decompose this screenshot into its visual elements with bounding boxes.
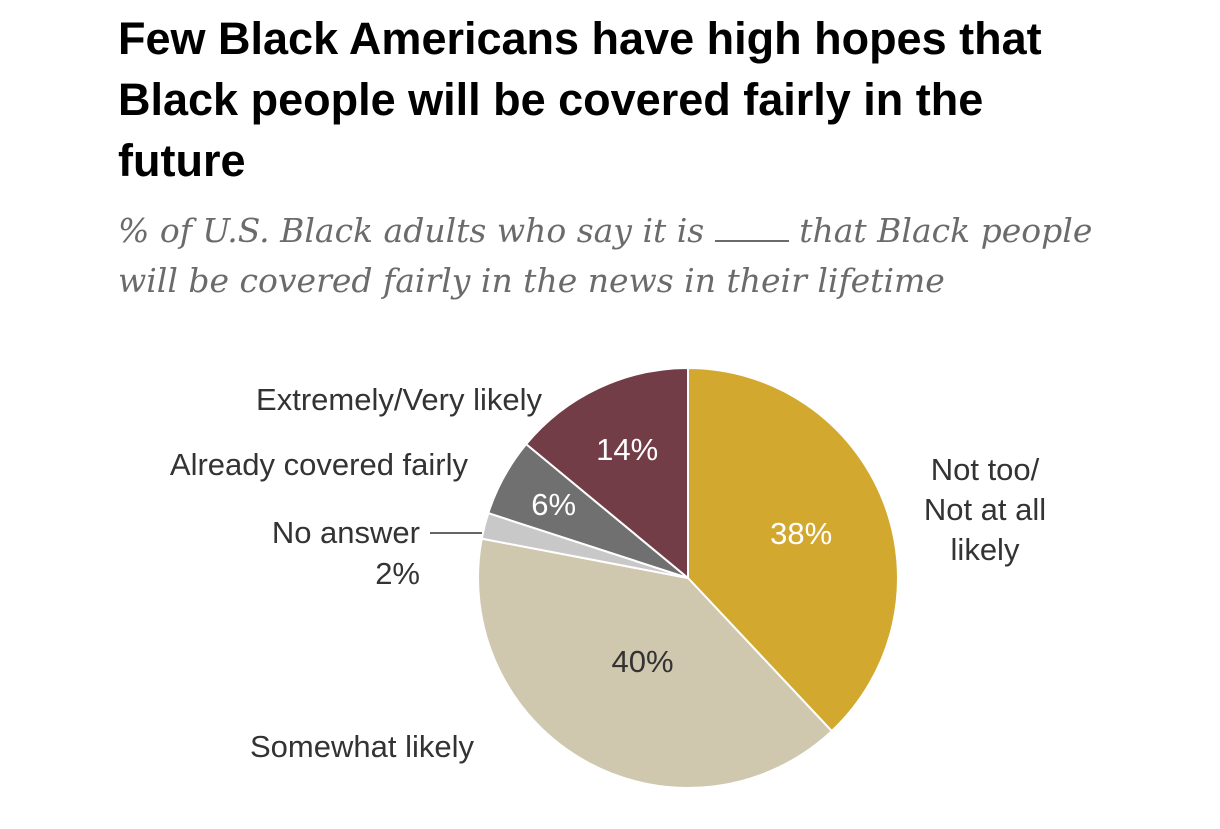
subtitle-blank — [714, 239, 789, 242]
slice-value-label: 2% — [375, 556, 420, 591]
slice-name-label: Extremely/Very likely — [256, 382, 542, 417]
slice-value-label: 40% — [611, 644, 673, 679]
pie-slice — [524, 366, 689, 581]
slice-name-label: Already covered fairly — [170, 447, 469, 482]
chart-title: Few Black Americans have high hopes that… — [118, 13, 1042, 186]
slice-value-label: 14% — [596, 432, 658, 467]
slice-name-label: Not too/Not at all likely — [924, 452, 1046, 567]
subtitle-after: that Black people will be covered fairly… — [118, 211, 1093, 300]
slice-name-label: Somewhat likely — [250, 729, 474, 764]
pie-slice — [477, 537, 834, 789]
slice-value-label: 38% — [770, 516, 832, 551]
chart-subtitle: % of U.S. Black adults who say it is tha… — [118, 206, 1098, 306]
pie-slice — [687, 366, 899, 733]
slice-name-label: No answer — [272, 515, 420, 550]
slice-value-label: 6% — [531, 487, 576, 522]
subtitle-before: % of U.S. Black adults who say it is — [118, 211, 705, 250]
